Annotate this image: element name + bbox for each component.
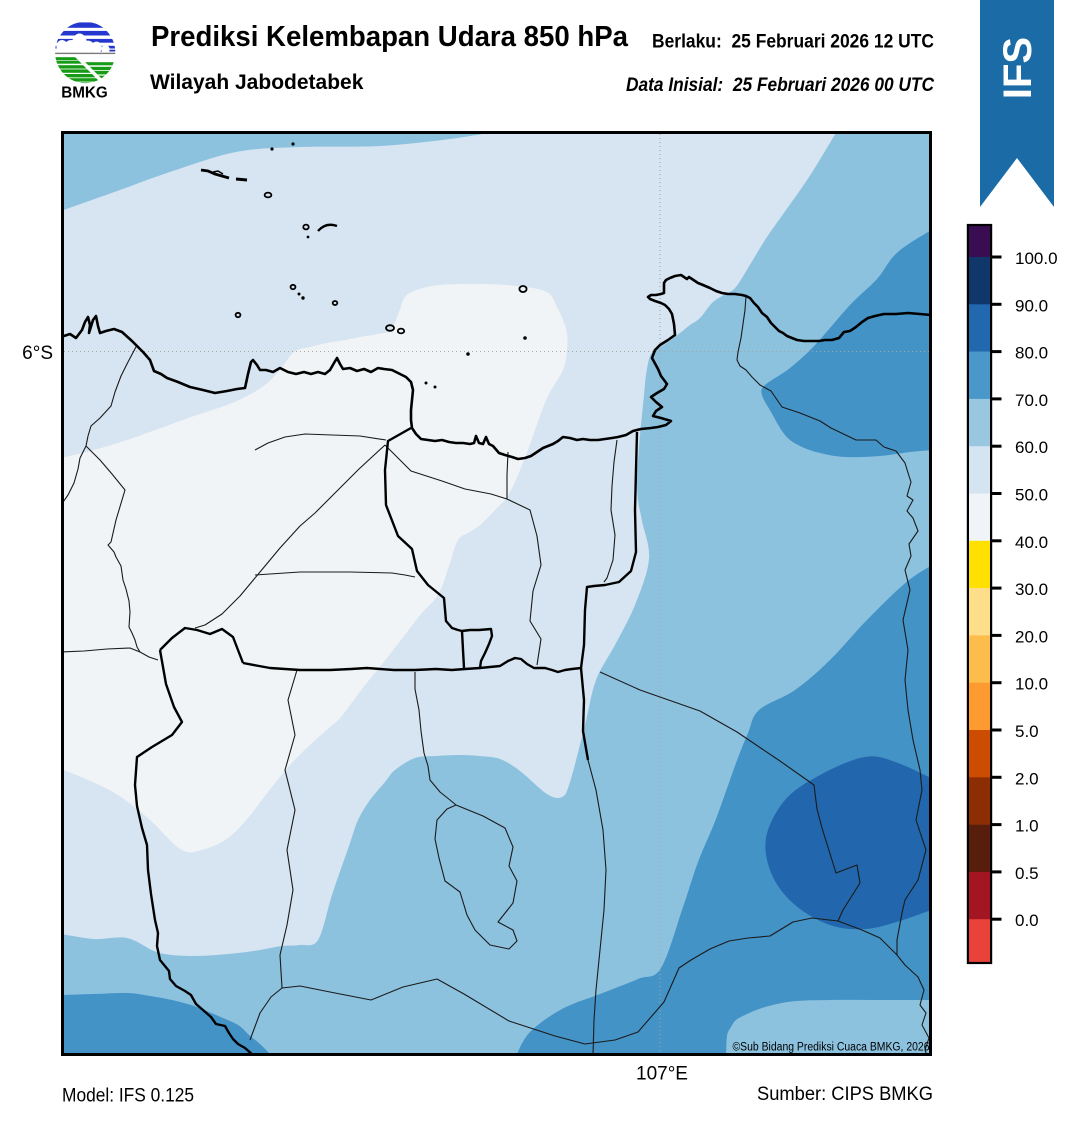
- svg-text:©Sub Bidang Prediksi Cuaca BMK: ©Sub Bidang Prediksi Cuaca BMKG, 2026: [733, 1042, 930, 1054]
- svg-text:2.0: 2.0: [1015, 769, 1039, 788]
- svg-text:IFS: IFS: [996, 37, 1040, 99]
- svg-text:80.0: 80.0: [1015, 344, 1048, 363]
- svg-text:Wilayah Jabodetabek: Wilayah Jabodetabek: [150, 71, 364, 94]
- svg-text:Prediksi Kelembapan Udara 850: Prediksi Kelembapan Udara 850 hPa: [151, 21, 629, 53]
- svg-text:70.0: 70.0: [1015, 391, 1048, 410]
- svg-text:50.0: 50.0: [1015, 486, 1048, 505]
- svg-text:6°S: 6°S: [22, 343, 53, 364]
- svg-text:0.5: 0.5: [1015, 864, 1039, 883]
- svg-text:100.0: 100.0: [1015, 249, 1058, 268]
- svg-text:40.0: 40.0: [1015, 533, 1048, 552]
- svg-text:60.0: 60.0: [1015, 438, 1048, 457]
- svg-text:Data Inisial: 25 Februari 202: Data Inisial: 25 Februari 2026 00 UTC: [626, 75, 934, 96]
- svg-text:Sumber: CIPS BMKG: Sumber: CIPS BMKG: [757, 1083, 933, 1105]
- svg-text:1.0: 1.0: [1015, 817, 1039, 836]
- svg-text:107°E: 107°E: [636, 1063, 688, 1084]
- svg-text:0.0: 0.0: [1015, 911, 1039, 930]
- svg-text:90.0: 90.0: [1015, 296, 1048, 315]
- svg-text:20.0: 20.0: [1015, 627, 1048, 646]
- svg-text:Berlaku: 25 Februari 2026 12: Berlaku: 25 Februari 2026 12 UTC: [652, 32, 934, 53]
- svg-text:5.0: 5.0: [1015, 722, 1039, 741]
- svg-text:Model: IFS 0.125: Model: IFS 0.125: [62, 1085, 194, 1107]
- svg-text:10.0: 10.0: [1015, 675, 1048, 694]
- svg-text:30.0: 30.0: [1015, 580, 1048, 599]
- svg-text:BMKG: BMKG: [61, 85, 108, 102]
